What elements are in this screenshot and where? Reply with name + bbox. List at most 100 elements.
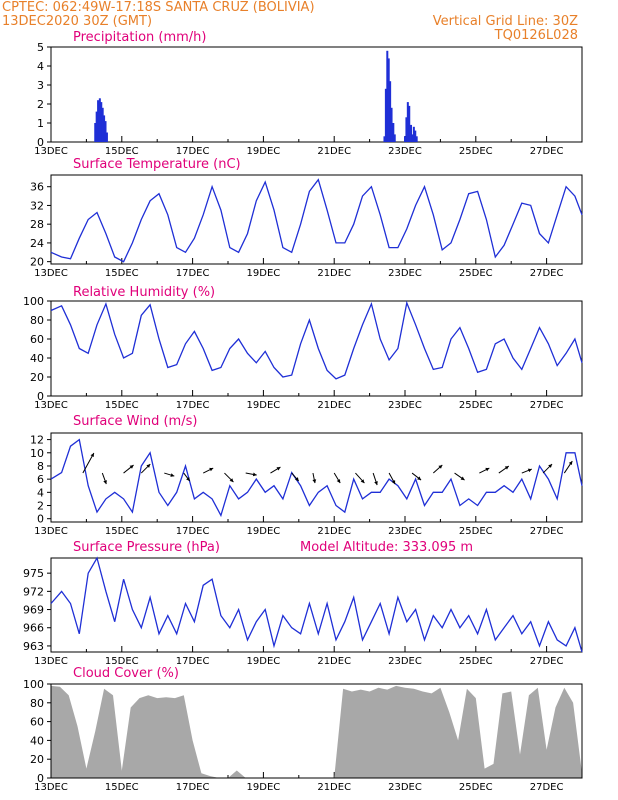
x-tick-label: 21DEC bbox=[317, 526, 351, 537]
x-tick-label: 25DEC bbox=[459, 400, 493, 411]
y-tick-label: 3 bbox=[37, 79, 44, 92]
wind-arrow-head bbox=[90, 453, 94, 457]
y-tick-label: 8 bbox=[37, 460, 44, 473]
panel-title: Cloud Cover (%) bbox=[73, 666, 179, 681]
precip-bar bbox=[414, 130, 417, 142]
x-tick-label: 23DEC bbox=[388, 526, 422, 537]
y-tick-label: 0 bbox=[37, 772, 44, 785]
precip-bar bbox=[101, 107, 104, 142]
y-tick-label: 5 bbox=[37, 41, 44, 54]
wind-arrow-head bbox=[360, 479, 365, 484]
panel-title: Surface Temperature (nC) bbox=[73, 157, 241, 172]
wind-arrow-head bbox=[391, 480, 396, 485]
wind-arrow-head bbox=[336, 479, 341, 484]
x-tick-label: 15DEC bbox=[105, 526, 139, 537]
y-tick-label: 10 bbox=[30, 447, 44, 460]
precip-bar bbox=[390, 107, 393, 142]
x-tick-label: 19DEC bbox=[247, 656, 281, 667]
x-tick-label: 19DEC bbox=[247, 526, 281, 537]
x-tick-label: 13DEC bbox=[34, 656, 68, 667]
wind-arrow-head bbox=[527, 468, 532, 473]
x-tick-label: 15DEC bbox=[105, 146, 139, 157]
x-tick-label: 17DEC bbox=[176, 526, 210, 537]
x-tick-label: 27DEC bbox=[530, 656, 564, 667]
x-tick-label: 21DEC bbox=[317, 656, 351, 667]
y-tick-label: 80 bbox=[30, 697, 44, 710]
wind-arrow-head bbox=[295, 477, 299, 482]
x-tick-label: 25DEC bbox=[459, 656, 493, 667]
panel-frame bbox=[50, 174, 583, 265]
x-tick-label: 23DEC bbox=[388, 400, 422, 411]
x-tick-label: 21DEC bbox=[317, 782, 351, 793]
wind-arrow-head bbox=[312, 479, 317, 484]
precip-bar bbox=[411, 134, 414, 142]
x-tick-label: 13DEC bbox=[34, 268, 68, 279]
x-tick-label: 19DEC bbox=[247, 268, 281, 279]
wind-arrow-head bbox=[146, 464, 151, 468]
wind-arrow-head bbox=[485, 467, 490, 472]
series-line bbox=[50, 178, 583, 263]
precip-bar bbox=[412, 126, 415, 142]
x-tick-label: 17DEC bbox=[176, 656, 210, 667]
x-tick-label: 27DEC bbox=[530, 526, 564, 537]
precip-bar bbox=[95, 111, 98, 142]
wind-arrow-head bbox=[252, 472, 257, 477]
panel-title: Precipitation (mm/h) bbox=[73, 30, 206, 45]
x-tick-label: 15DEC bbox=[105, 782, 139, 793]
y-tick-label: 20 bbox=[30, 256, 44, 269]
x-tick-label: 13DEC bbox=[34, 782, 68, 793]
precip-bar bbox=[97, 100, 100, 142]
precip-bar bbox=[408, 105, 411, 142]
y-tick-label: 0 bbox=[37, 513, 44, 526]
header-grid-line: Vertical Grid Line: 30Z bbox=[432, 14, 578, 29]
y-tick-label: 975 bbox=[23, 567, 44, 580]
x-tick-label: 23DEC bbox=[388, 268, 422, 279]
wind-arrow-head bbox=[129, 465, 134, 469]
precip-bar bbox=[393, 134, 396, 142]
header-run-id: TQ0126L028 bbox=[494, 28, 578, 43]
panel-title: Surface Wind (m/s) bbox=[73, 414, 197, 429]
wind-arrow-head bbox=[568, 461, 573, 465]
panel-title: Surface Pressure (hPa) bbox=[73, 540, 220, 555]
panel-frame bbox=[50, 46, 583, 143]
y-tick-label: 28 bbox=[30, 218, 44, 231]
panel-frame-overlay bbox=[50, 683, 583, 779]
precip-bar bbox=[94, 123, 97, 142]
precip-bar bbox=[415, 136, 418, 142]
y-tick-label: 969 bbox=[23, 604, 44, 617]
wind-arrow-head bbox=[103, 480, 107, 485]
y-tick-label: 20 bbox=[30, 371, 44, 384]
precip-bar bbox=[103, 115, 106, 142]
panel-title: Relative Humidity (%) bbox=[73, 285, 215, 300]
y-tick-label: 966 bbox=[23, 622, 44, 635]
series-line bbox=[50, 300, 583, 380]
wind-arrow-head bbox=[170, 473, 175, 477]
precip-bar bbox=[387, 58, 390, 142]
y-tick-label: 2 bbox=[37, 98, 44, 111]
series-line bbox=[50, 438, 583, 518]
x-tick-label: 13DEC bbox=[34, 526, 68, 537]
y-tick-label: 2 bbox=[37, 500, 44, 513]
x-tick-label: 17DEC bbox=[176, 782, 210, 793]
x-tick-label: 15DEC bbox=[105, 656, 139, 667]
wind-arrow-head bbox=[417, 476, 422, 481]
precip-bar bbox=[392, 123, 395, 142]
x-tick-label: 19DEC bbox=[247, 400, 281, 411]
x-tick-label: 19DEC bbox=[247, 782, 281, 793]
panel-subtitle: Model Altitude: 333.095 m bbox=[300, 540, 473, 555]
y-tick-label: 100 bbox=[23, 678, 44, 691]
precip-bar bbox=[406, 102, 409, 142]
header-location: CPTEC: 062:49W-17:18S SANTA CRUZ (BOLIVI… bbox=[2, 0, 315, 15]
x-tick-label: 17DEC bbox=[176, 146, 210, 157]
x-tick-label: 25DEC bbox=[459, 526, 493, 537]
x-tick-label: 15DEC bbox=[105, 400, 139, 411]
y-tick-label: 0 bbox=[37, 136, 44, 149]
x-tick-label: 13DEC bbox=[34, 400, 68, 411]
precip-bar bbox=[105, 132, 108, 142]
header-date: 13DEC2020 30Z (GMT) bbox=[2, 14, 153, 29]
x-tick-label: 17DEC bbox=[176, 400, 210, 411]
y-tick-label: 4 bbox=[37, 486, 44, 499]
x-tick-label: 27DEC bbox=[530, 782, 564, 793]
y-tick-label: 963 bbox=[23, 640, 44, 653]
y-tick-label: 40 bbox=[30, 734, 44, 747]
